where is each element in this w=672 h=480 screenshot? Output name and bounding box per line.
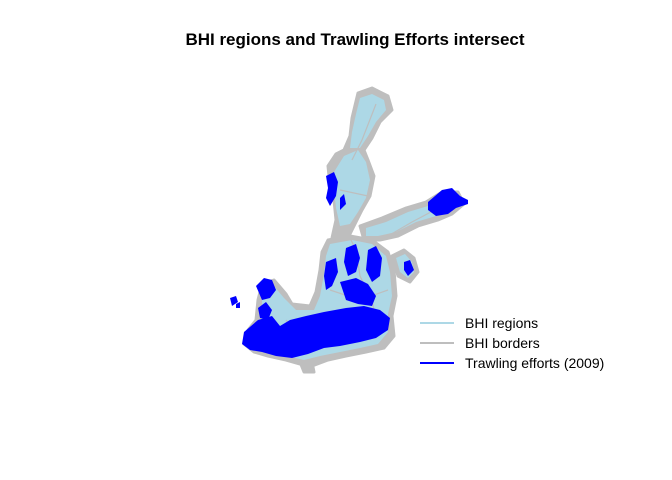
trawling-patch-islet-2 — [236, 302, 240, 308]
legend: BHI regions BHI borders Trawling efforts… — [420, 313, 604, 373]
trawling-patch-kattegat — [256, 278, 276, 300]
trawling-patch-sound — [258, 302, 272, 320]
legend-label-regions: BHI regions — [465, 315, 539, 331]
trawling-patch-gulf-finland — [428, 188, 468, 216]
legend-item-bhi-borders: BHI borders — [420, 333, 604, 353]
trawling-patch-riga — [404, 260, 414, 276]
legend-swatch-trawling — [420, 362, 454, 364]
trawling-patch-bothnian — [326, 172, 338, 206]
bhi-border-south-tip — [298, 360, 316, 374]
legend-label-borders: BHI borders — [465, 335, 540, 351]
page-title: BHI regions and Trawling Efforts interse… — [185, 30, 525, 49]
trawling-patch-west — [242, 306, 390, 358]
legend-swatch-borders — [420, 342, 454, 344]
legend-item-trawling: Trawling efforts (2009) — [420, 353, 604, 373]
legend-swatch-regions — [420, 322, 454, 324]
division-line-1 — [351, 103, 377, 161]
legend-item-bhi-regions: BHI regions — [420, 313, 604, 333]
trawling-patch-central-north — [324, 258, 338, 290]
trawling-patch-central — [340, 278, 376, 306]
trawling-patch-islet-1 — [230, 296, 238, 306]
bhi-region-bothnian-bay — [350, 94, 386, 148]
division-line-3 — [345, 229, 377, 321]
trawling-patch-gotland-east — [366, 246, 382, 282]
trawling-efforts — [230, 172, 468, 358]
trawling-patch-gotland-mid — [344, 244, 360, 276]
division-line-2 — [339, 189, 369, 197]
trawling-patch-bothnian-2 — [340, 194, 346, 210]
legend-label-trawling: Trawling efforts (2009) — [465, 355, 605, 371]
